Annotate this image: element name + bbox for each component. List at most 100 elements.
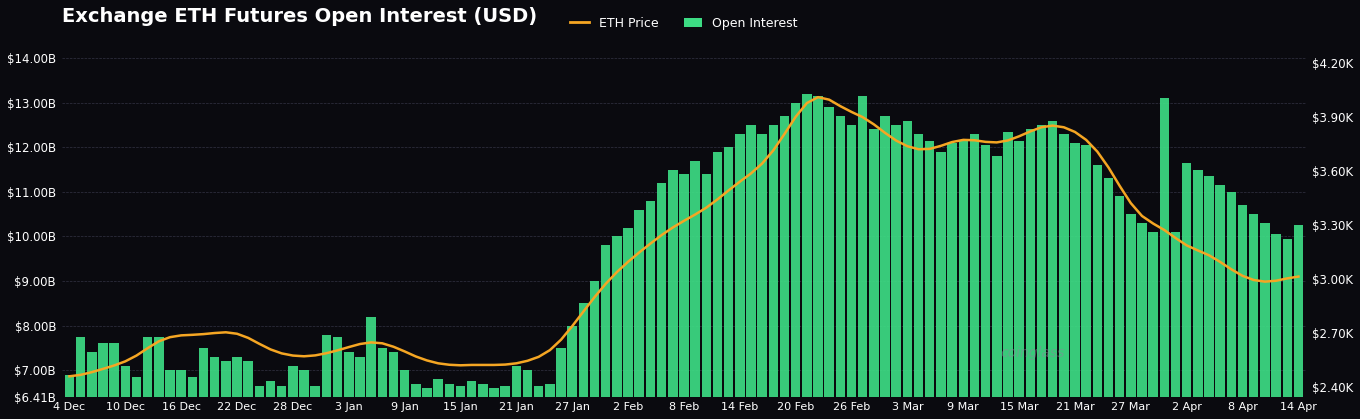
Bar: [199, 348, 208, 419]
Bar: [265, 381, 275, 419]
Bar: [936, 152, 945, 419]
Bar: [948, 143, 957, 419]
Bar: [233, 357, 242, 419]
Bar: [434, 379, 443, 419]
Bar: [166, 370, 174, 419]
Bar: [411, 383, 420, 419]
Legend: ETH Price, Open Interest: ETH Price, Open Interest: [566, 13, 801, 34]
Bar: [635, 210, 645, 419]
Bar: [702, 174, 711, 419]
Bar: [1182, 163, 1191, 419]
Bar: [1126, 214, 1136, 419]
Bar: [490, 388, 499, 419]
Bar: [590, 281, 600, 419]
Bar: [288, 366, 298, 419]
Bar: [891, 125, 900, 419]
Bar: [511, 366, 521, 419]
Bar: [691, 160, 700, 419]
Bar: [1261, 223, 1270, 419]
Bar: [445, 383, 454, 419]
Bar: [623, 228, 632, 419]
Bar: [98, 344, 107, 419]
Bar: [534, 386, 544, 419]
Bar: [914, 134, 923, 419]
Bar: [1104, 178, 1114, 419]
Bar: [400, 370, 409, 419]
Bar: [1171, 232, 1180, 419]
Bar: [779, 116, 789, 419]
Bar: [154, 337, 163, 419]
Bar: [657, 183, 666, 419]
Bar: [1036, 125, 1046, 419]
Bar: [1004, 132, 1013, 419]
Bar: [333, 337, 343, 419]
Bar: [466, 381, 476, 419]
Bar: [903, 121, 913, 419]
Bar: [366, 317, 375, 419]
Bar: [1193, 170, 1202, 419]
Bar: [322, 334, 332, 419]
Bar: [177, 370, 186, 419]
Bar: [734, 134, 744, 419]
Bar: [277, 386, 287, 419]
Bar: [1070, 143, 1080, 419]
Bar: [991, 156, 1001, 419]
Bar: [188, 377, 197, 419]
Bar: [87, 352, 97, 419]
Bar: [1293, 225, 1303, 419]
Bar: [713, 152, 722, 419]
Bar: [1092, 165, 1102, 419]
Bar: [970, 134, 979, 419]
Bar: [344, 352, 354, 419]
Bar: [758, 134, 767, 419]
Bar: [802, 94, 812, 419]
Bar: [143, 337, 152, 419]
Bar: [500, 386, 510, 419]
Bar: [747, 125, 756, 419]
Bar: [1205, 176, 1213, 419]
Bar: [1081, 145, 1091, 419]
Bar: [209, 357, 219, 419]
Bar: [109, 344, 118, 419]
Bar: [76, 337, 86, 419]
Bar: [925, 141, 934, 419]
Bar: [310, 386, 320, 419]
Bar: [835, 116, 845, 419]
Bar: [959, 141, 968, 419]
Bar: [479, 383, 488, 419]
Bar: [612, 236, 622, 419]
Bar: [1216, 185, 1225, 419]
Bar: [869, 129, 879, 419]
Bar: [1148, 232, 1157, 419]
Bar: [601, 246, 611, 419]
Bar: [254, 386, 264, 419]
Bar: [1248, 214, 1258, 419]
Bar: [981, 145, 990, 419]
Bar: [679, 174, 688, 419]
Bar: [847, 125, 857, 419]
Bar: [567, 326, 577, 419]
Bar: [1282, 239, 1292, 419]
Bar: [578, 303, 588, 419]
Text: coinglass: coinglass: [1000, 346, 1065, 360]
Bar: [65, 375, 75, 419]
Bar: [422, 388, 431, 419]
Bar: [668, 170, 677, 419]
Bar: [545, 383, 555, 419]
Bar: [1160, 98, 1170, 419]
Bar: [858, 96, 868, 419]
Bar: [132, 377, 141, 419]
Bar: [768, 125, 778, 419]
Bar: [243, 361, 253, 419]
Bar: [1272, 234, 1281, 419]
Bar: [299, 370, 309, 419]
Bar: [456, 386, 465, 419]
Bar: [824, 107, 834, 419]
Bar: [1227, 192, 1236, 419]
Bar: [1238, 205, 1247, 419]
Bar: [1115, 197, 1125, 419]
Text: Exchange ETH Futures Open Interest (USD): Exchange ETH Futures Open Interest (USD): [61, 7, 537, 26]
Bar: [556, 348, 566, 419]
Bar: [1025, 129, 1035, 419]
Bar: [813, 96, 823, 419]
